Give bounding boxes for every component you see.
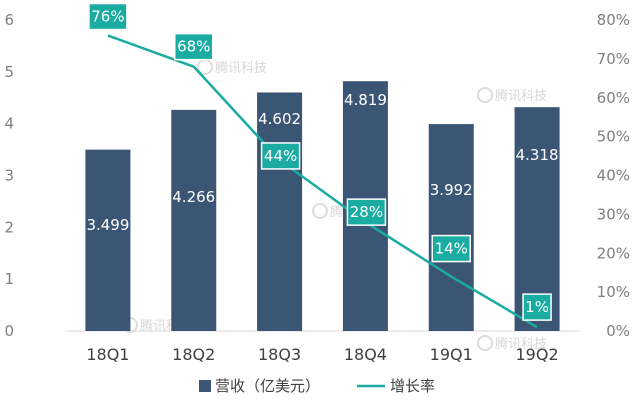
growth-line-series <box>107 34 538 329</box>
legend-label: 增长率 <box>390 377 435 395</box>
bar-data-label: 4.602 <box>258 110 301 128</box>
bar <box>428 124 474 332</box>
x-tick-label: 19Q2 <box>516 345 559 364</box>
growth-label-box <box>431 234 471 263</box>
growth-label: 76% <box>88 2 128 31</box>
growth-label-box <box>260 142 301 170</box>
watermark: 腾讯科技 <box>477 87 547 104</box>
x-tick-label: 18Q2 <box>172 345 215 364</box>
growth-label-text: 1% <box>525 298 549 316</box>
bar-labels: 3.499 4.266 4.602 4.819 3.992 4.318 <box>86 91 558 234</box>
bar <box>257 92 303 331</box>
y-right-tick-label: 40% <box>597 167 630 185</box>
y-right-tick-label: 0% <box>606 322 630 340</box>
growth-label-text: 28% <box>350 203 383 221</box>
growth-label-box <box>88 2 128 31</box>
x-tick-label: 18Q1 <box>86 345 129 364</box>
x-tick-label: 18Q3 <box>258 345 301 364</box>
y-right-tick-label: 70% <box>597 50 630 68</box>
legend-item-revenue: 营收（亿美元） <box>199 377 320 395</box>
x-tick-label: 19Q1 <box>430 345 473 364</box>
growth-label-text: 44% <box>264 147 297 165</box>
y-right-tick-label: 20% <box>597 244 630 262</box>
bar <box>85 149 131 331</box>
legend-swatch-bar <box>199 380 211 392</box>
growth-label: 14% <box>431 234 471 263</box>
legend-label: 营收（亿美元） <box>215 377 320 395</box>
y-right-tick-label: 80% <box>597 11 630 29</box>
growth-label-box <box>522 293 552 321</box>
legend-item-growth: 增长率 <box>357 377 435 395</box>
bar-data-label: 3.499 <box>86 216 129 234</box>
y-left-tick-label: 1 <box>4 270 14 288</box>
growth-label: 44% <box>260 142 301 170</box>
growth-label-text: 76% <box>91 8 124 26</box>
watermark-text: 腾讯科技 <box>495 88 547 104</box>
bar-data-label: 4.318 <box>516 146 559 164</box>
y-left-tick-label: 2 <box>4 218 14 236</box>
x-tick-label: 18Q4 <box>344 345 387 364</box>
growth-label: 1% <box>522 293 552 321</box>
watermark-logo-icon <box>477 87 493 103</box>
growth-line <box>107 34 538 329</box>
y-right-tick-label: 30% <box>597 205 630 223</box>
growth-label-box <box>174 32 214 61</box>
y-left-tick-label: 4 <box>4 115 14 133</box>
legend: 营收（亿美元） 增长率 <box>199 377 435 395</box>
bar-data-label: 4.266 <box>172 188 215 206</box>
y-left-tick-label: 5 <box>4 63 14 81</box>
watermark: 腾讯科技 <box>477 335 547 352</box>
growth-labels: 76% 68% 44% 28% 14% 1% <box>88 2 552 321</box>
y-right-tick-label: 60% <box>597 89 630 107</box>
y-right-tick-label: 50% <box>597 128 630 146</box>
y-left-tick-label: 3 <box>4 167 14 185</box>
growth-label: 28% <box>346 198 387 226</box>
watermark-text: 腾讯科技 <box>215 60 267 76</box>
bar <box>171 109 217 331</box>
growth-label-box <box>346 198 387 226</box>
watermark-logo-icon <box>312 203 328 219</box>
growth-label-text: 14% <box>435 240 468 258</box>
watermark: 腾讯科技 <box>197 59 267 76</box>
bar-data-label: 3.992 <box>430 181 473 199</box>
growth-label: 68% <box>174 32 214 61</box>
y-left-tick-label: 0 <box>4 322 14 340</box>
growth-label-text: 68% <box>177 38 210 56</box>
watermark-text: 腾讯科技 <box>495 336 547 352</box>
y-left-tick-label: 6 <box>4 11 14 29</box>
watermark-logo-icon <box>477 335 493 351</box>
bar-series <box>85 81 560 332</box>
y-right-tick-label: 10% <box>597 283 630 301</box>
bar-data-label: 4.819 <box>344 91 387 109</box>
